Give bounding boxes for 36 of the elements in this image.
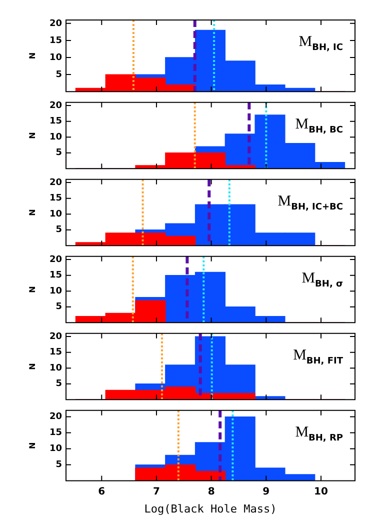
y-tick-label: 10 bbox=[49, 286, 62, 296]
y-axis-title: N bbox=[28, 363, 37, 370]
y-tick-label: 15 bbox=[49, 348, 62, 358]
y-tick-label: 5 bbox=[56, 148, 62, 158]
y-axis-title: N bbox=[28, 442, 37, 449]
y-tick-label: 5 bbox=[56, 379, 62, 390]
y-tick-label: 10 bbox=[49, 209, 62, 220]
y-tick-label: 5 bbox=[56, 302, 62, 312]
y-tick-label: 10 bbox=[49, 444, 62, 454]
y-tick-label: 15 bbox=[49, 36, 62, 46]
y-axis-title: N bbox=[28, 286, 37, 293]
y-tick-label: 20 bbox=[49, 332, 62, 342]
y-tick-label: 5 bbox=[56, 70, 62, 80]
x-tick-label: 6 bbox=[98, 486, 106, 498]
y-tick-label: 10 bbox=[49, 363, 62, 374]
y-tick-label: 20 bbox=[49, 18, 62, 29]
y-axis-title: N bbox=[28, 209, 37, 216]
y-tick-label: 20 bbox=[49, 412, 62, 422]
y-axis-title: N bbox=[28, 52, 37, 60]
y-tick-label: 20 bbox=[49, 254, 62, 265]
y-tick-label: 15 bbox=[49, 428, 62, 438]
y-tick-label: 5 bbox=[56, 225, 62, 236]
x-tick-label: 7 bbox=[153, 486, 160, 498]
y-tick-label: 10 bbox=[49, 52, 62, 63]
x-tick-label: 10 bbox=[314, 486, 328, 498]
y-tick-label: 15 bbox=[49, 270, 62, 281]
x-axis-title: Log(Black Hole Mass) bbox=[144, 502, 277, 516]
y-tick-label: 5 bbox=[56, 460, 62, 470]
y-tick-label: 15 bbox=[49, 116, 62, 127]
x-tick-label: 8 bbox=[208, 486, 215, 498]
y-tick-label: 10 bbox=[49, 132, 62, 142]
y-axis-title: N bbox=[28, 132, 37, 139]
y-tick-label: 15 bbox=[49, 194, 62, 204]
x-tick-label: 9 bbox=[262, 486, 270, 498]
y-tick-label: 20 bbox=[49, 178, 62, 188]
y-tick-label: 20 bbox=[49, 100, 62, 111]
